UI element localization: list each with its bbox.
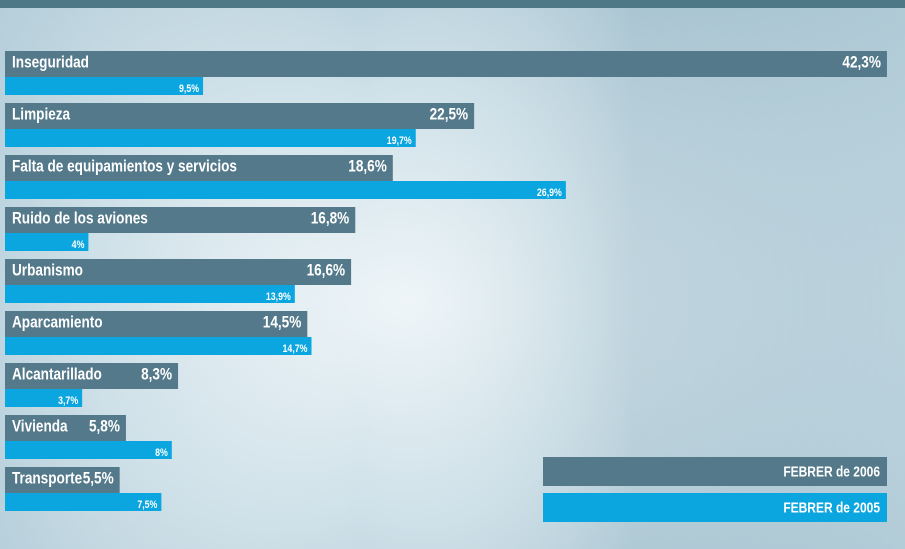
- value-label: 4%: [72, 239, 85, 251]
- bar: [5, 103, 475, 129]
- bar: [5, 129, 416, 147]
- category-label: Inseguridad: [12, 53, 89, 72]
- value-label: 14,7%: [283, 343, 308, 355]
- bar: [5, 389, 83, 407]
- value-label: 5,5%: [83, 469, 114, 488]
- category-label: Falta de equipamientos y servicios: [12, 157, 237, 176]
- bar: [5, 311, 308, 337]
- value-label: 42,3%: [842, 53, 881, 72]
- bar: [5, 493, 162, 511]
- value-label: 5,8%: [89, 417, 120, 436]
- bar: [5, 51, 887, 77]
- value-label: 3,7%: [58, 395, 78, 407]
- bar: [5, 207, 356, 233]
- legend-label: FEBRER de 2006: [783, 463, 880, 480]
- bar: [5, 77, 204, 95]
- legend-label: FEBRER de 2005: [783, 499, 880, 516]
- bar: [5, 363, 179, 389]
- legend-swatch: [543, 493, 887, 522]
- category-label: Limpieza: [12, 105, 71, 124]
- legend-swatch: [543, 457, 887, 486]
- bar: [5, 415, 126, 441]
- value-label: 7,5%: [137, 499, 157, 511]
- category-label: Transporte: [12, 469, 83, 488]
- bar: [5, 233, 89, 251]
- value-label: 19,7%: [387, 135, 412, 147]
- value-label: 22,5%: [430, 105, 469, 124]
- category-label: Aparcamiento: [12, 313, 103, 332]
- bar: [5, 467, 120, 493]
- value-label: 8%: [155, 447, 168, 459]
- bar: [5, 285, 295, 303]
- bar: [5, 155, 393, 181]
- category-label: Alcantarillado: [12, 365, 102, 384]
- value-label: 16,6%: [307, 261, 346, 280]
- value-label: 14,5%: [263, 313, 302, 332]
- top-strip: [0, 0, 905, 8]
- category-label: Urbanismo: [12, 261, 83, 280]
- bar: [5, 259, 352, 285]
- category-label: Ruido de los aviones: [12, 209, 148, 228]
- value-label: 13,9%: [266, 291, 291, 303]
- value-label: 8,3%: [141, 365, 172, 384]
- value-label: 16,8%: [311, 209, 350, 228]
- bar: [5, 337, 312, 355]
- bar: [5, 181, 566, 199]
- value-label: 18,6%: [348, 157, 387, 176]
- bar: [5, 441, 172, 459]
- value-label: 9,5%: [179, 83, 199, 95]
- category-label: Vivienda: [12, 417, 68, 436]
- value-label: 26,9%: [537, 187, 562, 199]
